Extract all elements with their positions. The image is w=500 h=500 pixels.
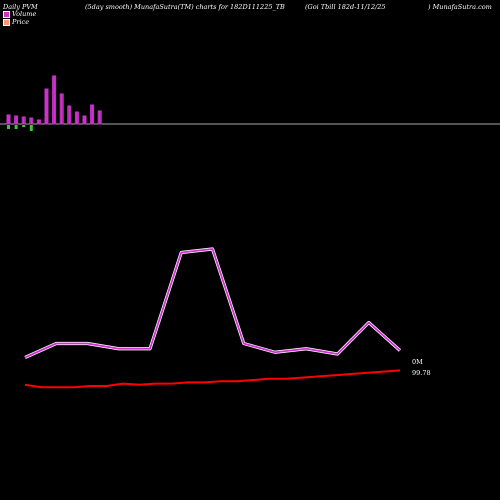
- legend-price-swatch: [3, 18, 10, 26]
- chart-header-right-1: (Goi Tbill 182d-11/12/25: [305, 3, 386, 11]
- volume-bar-up: [52, 75, 57, 125]
- volume-bar-up-fill: [45, 89, 48, 124]
- volume-bar-up-fill: [15, 116, 18, 124]
- volume-bar-down: [22, 125, 26, 127]
- volume-bar-up: [21, 116, 26, 125]
- volume-bar-up-fill: [22, 117, 25, 124]
- volume-bar-up-fill: [98, 111, 101, 124]
- legend-volume-label: Volume: [12, 10, 37, 18]
- volume-bar-up: [14, 115, 19, 125]
- volume-bar-down: [7, 125, 10, 129]
- volume-bar-up-fill: [68, 106, 71, 124]
- legend-volume-swatch: [3, 10, 10, 18]
- volume-bar-up: [6, 114, 11, 125]
- volume-bar-up: [74, 111, 79, 125]
- volume-bar-down: [14, 125, 18, 129]
- legend-price: Price: [3, 18, 29, 26]
- volume-bar-up: [82, 115, 87, 125]
- volume-bar-up-fill: [53, 76, 56, 124]
- smooth-volume-line: [24, 248, 401, 359]
- legend-price-label: Price: [12, 18, 30, 26]
- volume-last-label: 0M: [412, 358, 423, 366]
- volume-bar-up: [36, 119, 41, 125]
- volume-bar-up: [90, 104, 95, 125]
- volume-bar-up-fill: [75, 112, 78, 124]
- volume-bar-up-fill: [30, 118, 33, 124]
- chart-header-left: Daily PVM: [3, 3, 38, 11]
- chart-header-right-2: ) MunafaSutra.com: [428, 3, 492, 11]
- volume-bar-up-fill: [37, 120, 40, 124]
- smooth-volume-outline: [24, 247, 402, 359]
- volume-bar-down: [29, 125, 33, 131]
- volume-bar-up: [59, 93, 64, 125]
- volume-bar-up-fill: [83, 116, 86, 124]
- chart-header-center: (5day smooth) MunafaSutra(TM) charts for…: [85, 3, 285, 11]
- price-line: [24, 369, 401, 389]
- volume-bar-up-fill: [91, 105, 94, 124]
- volume-bar-up-fill: [60, 94, 63, 124]
- volume-bar-up: [67, 105, 72, 125]
- legend-volume: Volume: [3, 10, 36, 18]
- volume-bar-up: [44, 88, 49, 125]
- price-last-label: 99.78: [412, 369, 431, 377]
- volume-bar-up: [29, 117, 34, 125]
- volume-bar-up: [97, 110, 102, 125]
- volume-bar-up-fill: [7, 115, 10, 124]
